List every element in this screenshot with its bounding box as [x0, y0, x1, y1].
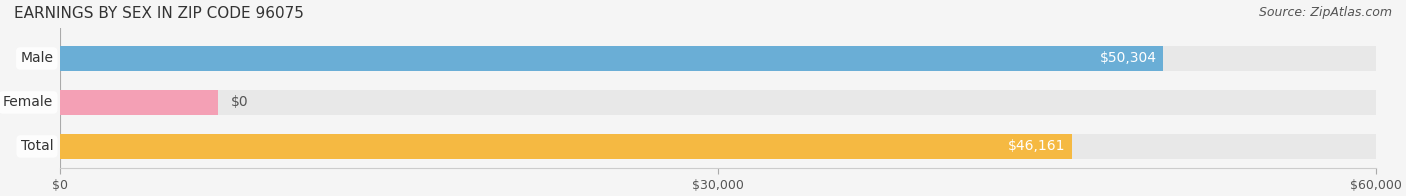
Bar	[60, 46, 1376, 71]
Bar	[60, 90, 218, 114]
Text: Female: Female	[3, 95, 53, 109]
Text: Total: Total	[21, 139, 53, 153]
Text: $46,161: $46,161	[1008, 139, 1066, 153]
Bar	[60, 46, 1163, 71]
Text: EARNINGS BY SEX IN ZIP CODE 96075: EARNINGS BY SEX IN ZIP CODE 96075	[14, 6, 304, 21]
Bar	[60, 134, 1376, 159]
Text: $50,304: $50,304	[1099, 52, 1157, 65]
Bar	[60, 90, 1376, 114]
Text: $0: $0	[231, 95, 249, 109]
Text: Male: Male	[20, 52, 53, 65]
Bar	[60, 134, 1073, 159]
Text: Source: ZipAtlas.com: Source: ZipAtlas.com	[1258, 6, 1392, 19]
